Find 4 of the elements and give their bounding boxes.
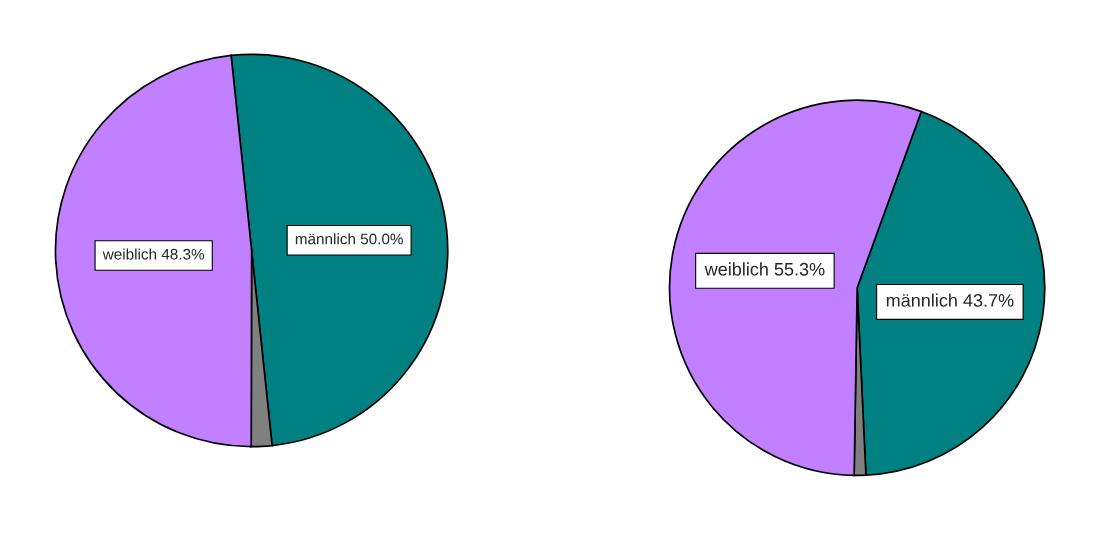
- slice-label: weiblich 55.3%: [704, 262, 825, 276]
- slice-label: weiblich 48.3%: [102, 248, 205, 260]
- slice-label: männlich 50.0%: [295, 233, 403, 245]
- slice-label: männlich 43.7%: [886, 293, 1014, 307]
